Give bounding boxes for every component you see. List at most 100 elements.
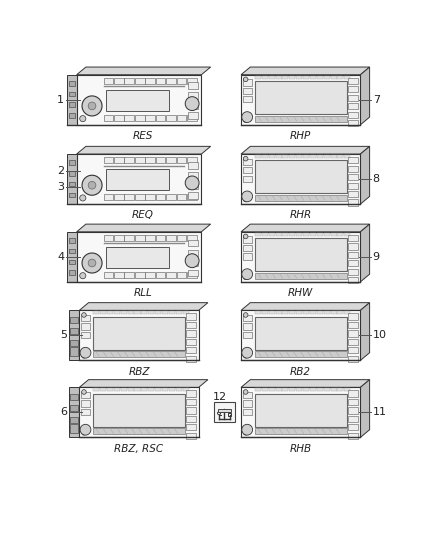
Bar	[296, 155, 302, 158]
Text: RB2: RB2	[290, 367, 311, 377]
Bar	[186, 416, 196, 422]
Polygon shape	[77, 147, 211, 154]
Polygon shape	[69, 387, 79, 438]
Bar	[255, 160, 346, 193]
Polygon shape	[241, 379, 370, 387]
Bar	[114, 194, 124, 200]
Bar	[177, 272, 186, 278]
Circle shape	[81, 431, 86, 435]
Bar	[156, 78, 166, 84]
Bar	[81, 400, 90, 407]
Bar	[283, 155, 289, 158]
Bar	[317, 311, 323, 314]
Bar	[303, 155, 309, 158]
Polygon shape	[77, 67, 211, 75]
Bar	[337, 232, 343, 236]
Bar	[262, 155, 268, 158]
Bar	[348, 95, 358, 101]
Bar	[255, 273, 346, 279]
Bar	[134, 388, 141, 391]
Bar	[283, 76, 289, 78]
Bar	[243, 315, 252, 321]
Text: RHP: RHP	[290, 131, 311, 141]
Bar	[145, 157, 155, 163]
Bar	[255, 155, 261, 158]
Bar	[241, 232, 360, 282]
Bar	[103, 157, 113, 163]
Bar	[148, 388, 154, 391]
Bar	[348, 391, 358, 397]
Bar	[348, 330, 358, 336]
Bar	[106, 90, 169, 111]
Bar	[243, 167, 252, 173]
Bar	[187, 102, 198, 109]
Bar	[107, 311, 113, 314]
Bar	[348, 244, 358, 249]
Bar	[303, 232, 309, 236]
Bar	[317, 155, 323, 158]
Bar	[348, 112, 358, 118]
Bar	[187, 78, 197, 84]
Bar	[317, 76, 323, 78]
Circle shape	[185, 254, 199, 268]
Bar	[243, 88, 252, 94]
Circle shape	[244, 275, 248, 280]
Bar	[77, 154, 201, 204]
Bar	[77, 75, 201, 125]
Bar	[187, 272, 197, 278]
Bar	[187, 182, 198, 189]
Bar	[145, 272, 155, 278]
Bar	[70, 417, 78, 423]
Circle shape	[82, 175, 102, 195]
Circle shape	[244, 156, 248, 161]
Text: RHW: RHW	[288, 288, 313, 298]
Bar	[70, 424, 78, 433]
Bar	[317, 232, 323, 236]
Bar	[344, 388, 350, 391]
Bar	[348, 78, 358, 84]
Bar	[69, 192, 75, 197]
Bar	[243, 245, 252, 251]
Bar	[289, 76, 295, 78]
Bar	[177, 194, 186, 200]
Bar	[337, 388, 343, 391]
Bar	[187, 172, 198, 179]
Bar	[310, 388, 316, 391]
Bar	[337, 311, 343, 314]
Bar	[187, 194, 197, 200]
Bar	[114, 272, 124, 278]
Bar	[324, 388, 330, 391]
Bar	[348, 191, 358, 197]
Text: 1: 1	[57, 95, 64, 105]
Circle shape	[244, 390, 248, 394]
Bar	[186, 339, 196, 345]
Polygon shape	[360, 303, 370, 360]
Circle shape	[88, 259, 96, 267]
Bar	[289, 311, 295, 314]
Text: 3: 3	[57, 182, 64, 192]
Bar	[331, 232, 337, 236]
Bar	[141, 388, 148, 391]
Bar	[69, 249, 75, 253]
Text: 2: 2	[57, 166, 64, 176]
Text: REQ: REQ	[132, 210, 154, 220]
Bar	[243, 392, 252, 398]
Bar	[114, 157, 124, 163]
Bar	[262, 232, 268, 236]
Bar	[283, 311, 289, 314]
Bar	[187, 92, 198, 99]
Bar	[70, 340, 78, 346]
Bar	[156, 157, 166, 163]
Bar	[177, 78, 186, 84]
Bar	[162, 311, 168, 314]
Polygon shape	[360, 147, 370, 204]
Bar	[243, 400, 252, 407]
Bar	[187, 192, 198, 199]
Bar	[186, 313, 196, 320]
Bar	[255, 317, 346, 350]
Circle shape	[185, 96, 199, 110]
Bar	[303, 76, 309, 78]
Bar	[276, 155, 282, 158]
Bar	[268, 388, 275, 391]
Bar	[289, 232, 295, 236]
